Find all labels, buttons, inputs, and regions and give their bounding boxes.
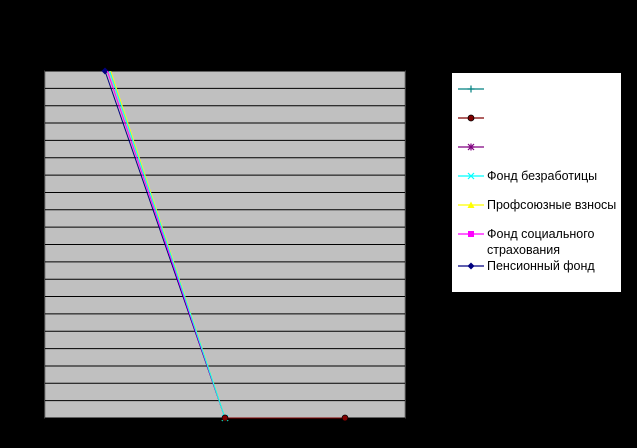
legend-swatch	[458, 262, 484, 270]
legend-swatch	[458, 114, 484, 122]
series-layer	[101, 67, 349, 422]
data-point	[101, 67, 109, 75]
legend-label: Профсоюзные взносы	[487, 198, 617, 212]
data-point	[467, 114, 475, 122]
legend-swatch	[458, 201, 484, 208]
data-point	[341, 414, 349, 422]
legend-swatch	[458, 85, 484, 93]
legend-swatch	[458, 231, 484, 237]
series-line	[109, 71, 226, 419]
data-point	[468, 231, 474, 237]
legend-swatch	[458, 172, 484, 180]
legend-label: Пенсионный фонд	[487, 259, 595, 273]
legend-swatch	[458, 143, 484, 151]
data-point	[467, 262, 475, 270]
data-point	[221, 414, 229, 422]
data-point	[467, 172, 475, 180]
legend-label: Фонд социального страхования	[487, 227, 595, 257]
series	[109, 71, 226, 419]
data-point	[467, 143, 475, 151]
gridlines	[45, 70, 405, 419]
data-point	[467, 85, 475, 93]
legend-label: Фонд безработицы	[487, 169, 598, 183]
data-point	[467, 201, 475, 208]
legend: Фонд безработицы Профсоюзные взносы Фонд с…	[451, 72, 622, 293]
